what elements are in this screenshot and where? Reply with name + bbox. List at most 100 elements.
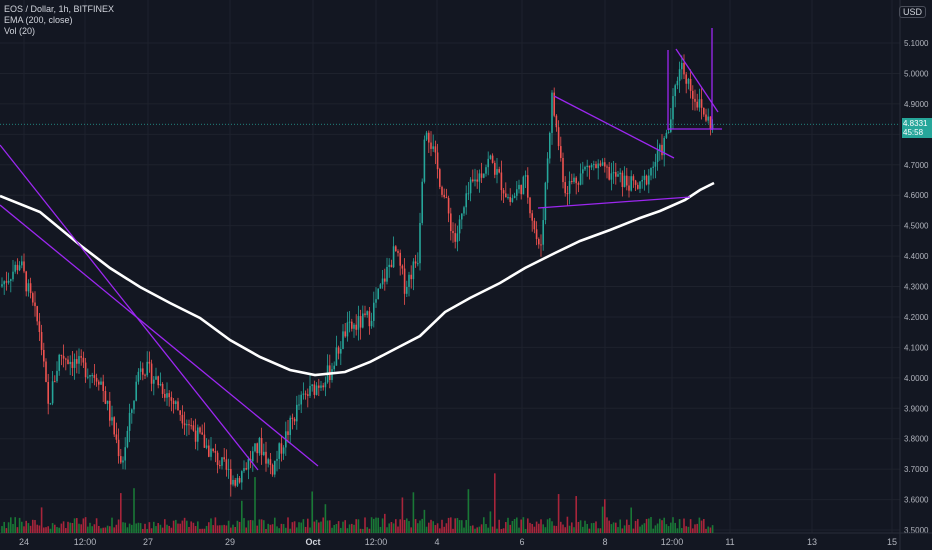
volume-bar [243, 518, 245, 533]
candle-body [23, 261, 25, 272]
volume-indicator-label[interactable]: Vol (20) [4, 26, 36, 36]
candle-body [593, 164, 595, 166]
candle-body [566, 193, 569, 195]
volume-bar [659, 518, 661, 533]
symbol-label[interactable]: EOS / Dollar, 1h, BITFINEX [4, 4, 115, 14]
volume-bar [43, 527, 45, 533]
candle-body [485, 167, 487, 174]
candle-body [104, 391, 107, 404]
candle-body [78, 356, 80, 364]
volume-bar [615, 522, 617, 533]
volume-bar [131, 524, 133, 533]
candle-body [463, 207, 465, 214]
volume-bar [304, 526, 307, 533]
volume-bar [144, 523, 146, 533]
volume-bar [685, 526, 687, 533]
candle-body [500, 172, 503, 191]
volume-bar [478, 526, 481, 533]
volume-bar [170, 527, 173, 533]
volume-bar [496, 528, 498, 533]
candle-body [571, 181, 573, 183]
candle-body [205, 445, 208, 448]
volume-bar [485, 523, 487, 533]
candle-body [254, 443, 256, 452]
volume-bar [49, 528, 52, 533]
candle-body [276, 458, 278, 461]
volume-bar [681, 528, 683, 533]
volume-bar [232, 524, 234, 533]
candle-body [1, 284, 3, 287]
candle-body [560, 146, 562, 158]
volume-bar [91, 526, 93, 533]
volume-bar [164, 519, 166, 533]
volume-bar [370, 517, 373, 533]
candle-body [227, 468, 230, 470]
volume-bar [692, 528, 694, 533]
candle-body [656, 150, 659, 162]
volume-bar [641, 524, 643, 533]
volume-bar [194, 526, 197, 533]
volume-bar [461, 520, 463, 533]
volume-bar [494, 473, 496, 533]
candle-body [170, 397, 173, 401]
volume-bar [359, 528, 362, 533]
candle-body [388, 264, 390, 267]
volume-bar [289, 528, 291, 533]
candle-body [615, 172, 617, 177]
ema-indicator-label[interactable]: EMA (200, close) [4, 15, 73, 25]
candle-body [467, 193, 470, 195]
volume-bar [5, 528, 8, 533]
volume-bar [551, 521, 553, 533]
candle-body [221, 457, 223, 466]
candle-body [538, 239, 540, 245]
volume-bar [584, 520, 586, 533]
candle-body [533, 220, 536, 230]
volume-bar [626, 519, 628, 533]
volume-bar [452, 528, 454, 533]
candle-body [417, 263, 419, 265]
candle-body [131, 409, 133, 413]
volume-bar [610, 524, 613, 533]
candle-body [623, 175, 626, 187]
volume-bar [82, 518, 85, 533]
candle-body [183, 423, 186, 426]
candle-body [247, 458, 250, 470]
volume-bar [520, 519, 522, 533]
volume-bar [454, 518, 456, 533]
volume-bar [511, 520, 514, 533]
volume-bar [333, 525, 335, 533]
candle-body [384, 278, 386, 282]
candle-body [309, 385, 311, 396]
volume-bar [676, 528, 679, 533]
volume-bar [225, 525, 228, 533]
volume-bar [208, 522, 210, 533]
volume-bar [509, 524, 511, 533]
volume-bar [181, 520, 184, 533]
candle-body [32, 293, 34, 303]
candle-body [54, 381, 56, 383]
candle-body [346, 322, 349, 337]
candle-body [157, 376, 159, 386]
candle-body [489, 155, 492, 159]
candle-body [67, 359, 69, 365]
candle-body [687, 78, 690, 84]
candle-body [498, 169, 500, 173]
candle-body [588, 165, 591, 168]
candle-body [401, 265, 404, 269]
volume-bar [331, 527, 333, 533]
volume-bar [373, 518, 375, 533]
volume-bar [267, 523, 269, 533]
candle-body [529, 197, 531, 214]
candle-body [579, 173, 582, 185]
currency-badge[interactable]: USD [898, 6, 926, 18]
volume-bar [161, 527, 164, 533]
candle-body [34, 302, 36, 307]
candle-body [223, 457, 225, 460]
volume-bar [502, 528, 505, 533]
volume-bar [441, 519, 443, 533]
volume-bar [25, 520, 27, 533]
candle-body [197, 427, 199, 442]
candle-body [333, 365, 335, 370]
volume-bar [637, 519, 639, 533]
